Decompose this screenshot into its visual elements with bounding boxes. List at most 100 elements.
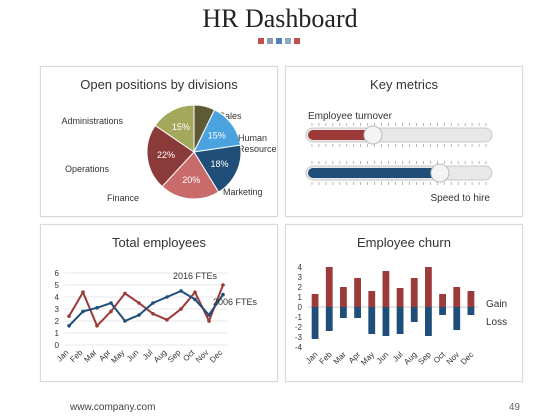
- bar-xtick-label: Sep: [416, 350, 433, 367]
- line-point: [123, 291, 127, 296]
- bar-ytick-label: 1: [298, 293, 303, 302]
- line-ytick-label: 2: [55, 317, 60, 326]
- pie-slice: [193, 144, 242, 193]
- title-square: [285, 38, 291, 44]
- line-point: [179, 289, 183, 293]
- bar-loss: [425, 307, 432, 336]
- pie-slice-value: 18%: [211, 159, 229, 169]
- page-title: HR Dashboard: [202, 4, 358, 33]
- bar-xtick-label: Oct: [432, 350, 448, 366]
- title-square: [294, 38, 300, 44]
- pie-slice-value: 22%: [157, 150, 175, 160]
- hire-slider-handle: [430, 163, 450, 183]
- line-xtick-label: Feb: [68, 348, 85, 365]
- bar-ytick-label: -4: [295, 343, 303, 352]
- bar-xtick-label: May: [359, 350, 376, 367]
- line-point: [151, 301, 155, 305]
- bar-xtick-label: Nov: [445, 350, 461, 366]
- line-xtick-label: May: [109, 348, 126, 365]
- pie-slice-label: Operations: [65, 164, 110, 174]
- bar-loss: [410, 307, 418, 322]
- total-employees-title: Total employees: [112, 235, 206, 250]
- line-ytick-label: 3: [55, 305, 60, 314]
- hire-slider-fill: [308, 168, 440, 178]
- line-point: [179, 307, 183, 311]
- pie-slice: [154, 104, 195, 153]
- line-point: [109, 301, 113, 305]
- line-point: [123, 319, 127, 323]
- bar-loss: [439, 307, 446, 315]
- turnover-label: Employee turnover: [308, 111, 393, 122]
- line-ytick-label: 1: [55, 329, 60, 338]
- line-point: [151, 312, 155, 316]
- pie-slice-label: Marketing: [223, 187, 263, 197]
- line-ytick-label: 6: [55, 269, 60, 278]
- bar-gain: [396, 288, 404, 307]
- pie-slice-value: 15%: [172, 122, 190, 132]
- bar-gain: [467, 291, 475, 307]
- line-point: [95, 324, 99, 328]
- bar-loss: [382, 307, 390, 336]
- page-number: 49: [508, 402, 520, 413]
- bar-ytick-label: -2: [295, 323, 303, 332]
- bar-gain: [325, 267, 333, 307]
- key-metrics-title: Key metrics: [370, 77, 438, 92]
- key-metrics-sliders: Employee turnover Speed to hire: [305, 111, 493, 204]
- line-xtick-label: Jun: [125, 348, 140, 363]
- bar-loss: [354, 307, 361, 318]
- line-ytick-label: 4: [55, 293, 60, 302]
- pie-slice-label: Sales: [219, 111, 242, 121]
- title-square: [276, 38, 282, 44]
- open-positions-title: Open positions by divisions: [80, 77, 238, 92]
- line-xtick-label: Mar: [82, 348, 98, 364]
- bar-ytick-label: 0: [298, 303, 303, 312]
- bar-loss: [311, 307, 319, 339]
- key-metrics-panel: Key metrics Employee turnover Speed to hi…: [285, 66, 523, 217]
- bar-ytick-label: -1: [295, 313, 303, 322]
- bar-gain: [311, 294, 319, 307]
- bar-xtick-label: Aug: [402, 350, 418, 366]
- employee-churn-title: Employee churn: [357, 235, 451, 250]
- bar-gain: [410, 278, 418, 307]
- line-point: [137, 301, 141, 305]
- line-point: [109, 309, 113, 314]
- bar-gain: [382, 271, 390, 307]
- line-series-label: 2016 FTEs: [173, 271, 218, 281]
- bar-gain: [340, 287, 347, 307]
- total-employees-panel: Total employees 0 1 2 3 4 5 6 Jan Feb Mar Apr May Ju…: [40, 224, 278, 382]
- line-point: [221, 292, 225, 297]
- title-decoration: [258, 38, 300, 44]
- pie-slice: [161, 151, 220, 200]
- turnover-slider-fill: [308, 130, 373, 140]
- bar-ytick-label: -3: [295, 333, 303, 342]
- line-point: [81, 309, 85, 314]
- bar-ytick-label: 2: [298, 283, 303, 292]
- line-series: [68, 289, 224, 327]
- turnover-slider-handle: [363, 125, 383, 145]
- line-xtick-label: Sep: [166, 348, 183, 365]
- bar-legend-loss: Loss: [486, 317, 507, 328]
- line-point: [207, 313, 211, 317]
- line-xtick-label: Oct: [181, 348, 197, 364]
- line-point: [207, 319, 211, 323]
- bar-xtick-label: Mar: [332, 350, 348, 366]
- bar-xtick-label: Jan: [304, 350, 319, 365]
- pie-slice: [146, 124, 195, 188]
- bar-xtick-label: Feb: [318, 350, 335, 367]
- bar-loss: [396, 307, 404, 334]
- bar-gain: [439, 294, 446, 307]
- bar-loss: [467, 307, 475, 315]
- bar-gain: [354, 278, 361, 307]
- bar-loss: [368, 307, 376, 334]
- line-ytick-label: 0: [55, 341, 60, 350]
- line-point: [95, 306, 99, 310]
- pie-slice-value: 15%: [208, 130, 226, 140]
- bar-loss: [340, 307, 347, 318]
- pie-slice-label: Finance: [107, 193, 139, 203]
- bar-loss: [325, 307, 333, 331]
- line-point: [193, 297, 197, 302]
- line-point: [165, 318, 169, 322]
- line-point: [137, 313, 141, 317]
